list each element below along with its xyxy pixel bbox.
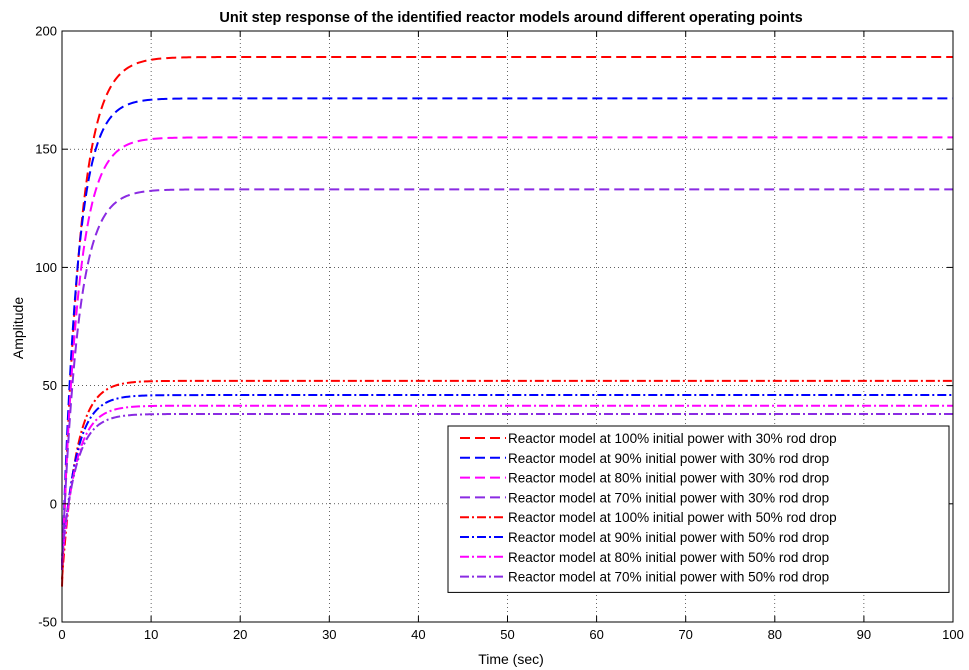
x-tick-label: 10 xyxy=(144,627,158,642)
x-tick-label: 50 xyxy=(500,627,514,642)
x-tick-label: 90 xyxy=(857,627,871,642)
x-axis-label: Time (sec) xyxy=(478,651,544,667)
x-tick-label: 30 xyxy=(322,627,336,642)
x-tick-label: 0 xyxy=(58,627,65,642)
y-tick-label: 200 xyxy=(35,24,57,39)
series-line-5 xyxy=(61,379,953,580)
legend-entry: Reactor model at 80% initial power with … xyxy=(508,550,829,565)
y-tick-label: -50 xyxy=(38,615,57,630)
x-tick-label: 70 xyxy=(678,627,692,642)
legend-entry: Reactor model at 80% initial power with … xyxy=(508,471,829,486)
y-tick-label: 50 xyxy=(43,378,57,393)
series-line-1 xyxy=(61,56,953,587)
legend-entry: Reactor model at 70% initial power with … xyxy=(508,570,829,585)
series-line-8 xyxy=(61,412,953,556)
legend-entry: Reactor model at 100% initial power with… xyxy=(508,510,837,525)
legend-entry: Reactor model at 100% initial power with… xyxy=(508,431,837,446)
legend: Reactor model at 100% initial power with… xyxy=(447,425,950,593)
x-tick-label: 20 xyxy=(233,627,247,642)
series-layer xyxy=(61,56,953,587)
y-axis-label: Amplitude xyxy=(10,297,26,359)
x-tick-label: 80 xyxy=(768,627,782,642)
x-tick-label: 40 xyxy=(411,627,425,642)
series-line-4 xyxy=(61,188,953,563)
y-tick-label: 0 xyxy=(50,496,57,511)
chart-title: Unit step response of the identified rea… xyxy=(219,10,802,26)
series-line-2 xyxy=(61,97,953,571)
legend-entry: Reactor model at 70% initial power with … xyxy=(508,490,829,505)
legend-entry: Reactor model at 90% initial power with … xyxy=(508,451,829,466)
series-line-6 xyxy=(61,394,953,563)
x-tick-label: 60 xyxy=(589,627,603,642)
y-tick-label: 150 xyxy=(35,142,57,157)
series-line-7 xyxy=(61,404,953,563)
y-tick-label: 100 xyxy=(35,260,57,275)
legend-entry: Reactor model at 90% initial power with … xyxy=(508,530,829,545)
legend-box xyxy=(447,425,950,593)
series-line-3 xyxy=(61,136,953,571)
x-tick-label: 100 xyxy=(942,627,964,642)
